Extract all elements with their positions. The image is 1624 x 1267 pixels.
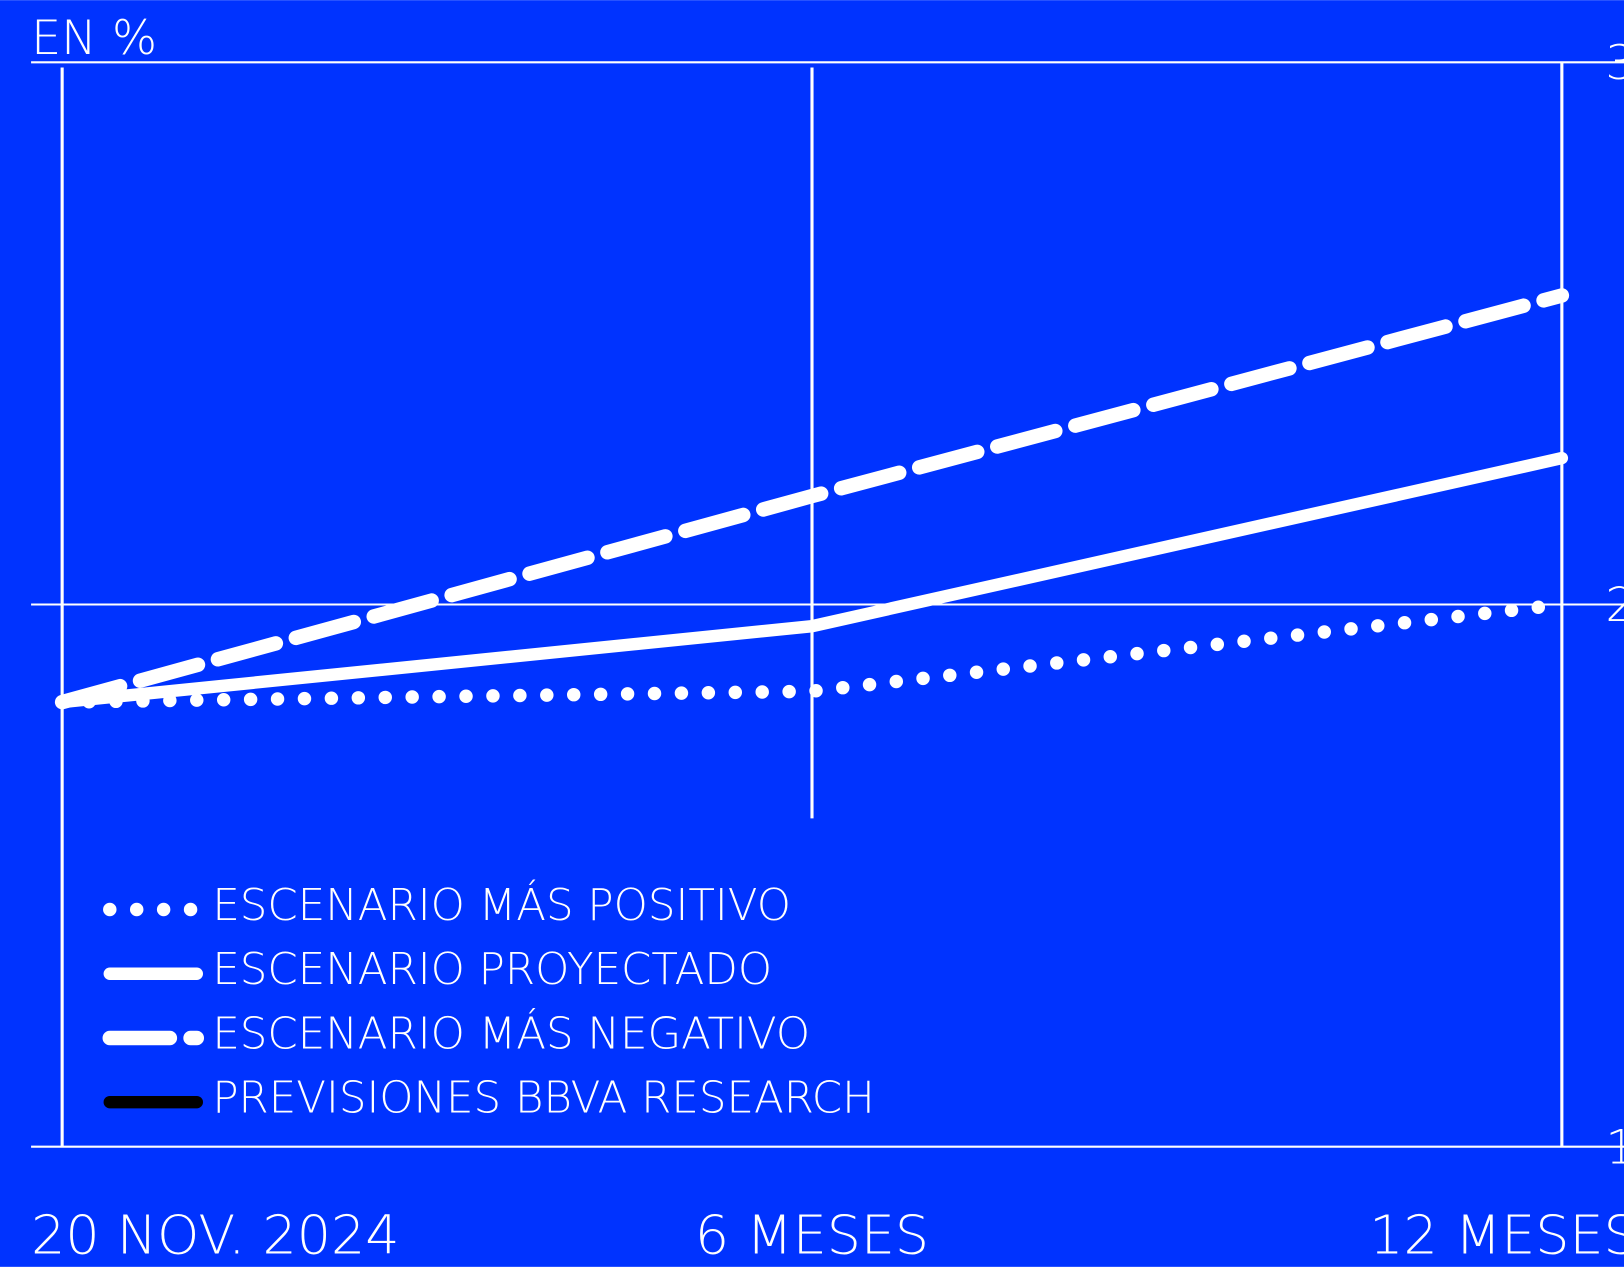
legend-label: ESCENARIO MÁS NEGATIVO: [212, 1008, 810, 1059]
x-tick-label: 12 MESES: [1369, 1203, 1624, 1266]
legend-label: ESCENARIO MÁS POSITIVO: [212, 880, 791, 931]
y-tick-label: 2: [1605, 578, 1624, 633]
series-line: [55, 451, 1569, 709]
y-axis-label: EN %: [31, 11, 157, 66]
x-tick-label: 6 MESES: [695, 1203, 929, 1266]
y-tick-label: 3: [1605, 36, 1624, 91]
legend-label: ESCENARIO PROYECTADO: [212, 945, 772, 995]
legend-label: PREVISIONES BBVA RESEARCH: [212, 1074, 875, 1124]
x-tick-label: 20 NOV. 2024: [31, 1203, 400, 1266]
y-tick-label: 1: [1605, 1120, 1624, 1175]
series-line: [55, 597, 1569, 709]
series-line: [54, 288, 1570, 710]
